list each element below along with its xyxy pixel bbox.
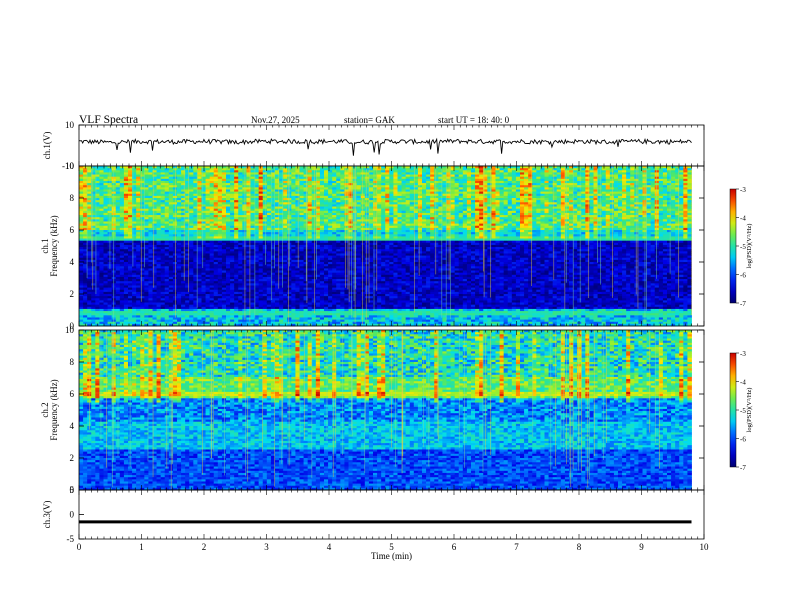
- ch1-colorbar-label: log(PSD)(V²/Hz): [746, 224, 753, 269]
- ch2-colorbar-tick-label: -3: [740, 350, 746, 358]
- ch1-wave-ytick-label: -10: [62, 161, 74, 171]
- ch2-ytick-label: 4: [70, 421, 75, 431]
- ch2-colorbar-tick-label: -5: [740, 407, 746, 415]
- ch2-cells: [79, 330, 692, 491]
- ch2-colorbar: [729, 352, 737, 468]
- xtick-label: 3: [264, 542, 269, 552]
- ch1-colorbar-tick-label: -6: [740, 272, 746, 280]
- ch2-colorbar-label: log(PSD)(V²/Hz): [746, 388, 753, 433]
- ch1-colorbar-tick-label: -5: [740, 243, 746, 251]
- ch2-ytick-label: 8: [70, 357, 75, 367]
- xtick-label: 6: [452, 542, 457, 552]
- ch1-colorbar-tick-label: -3: [740, 186, 746, 194]
- xtick-label: 7: [514, 542, 519, 552]
- ch1-colorbar-tick-label: -4: [740, 215, 746, 223]
- ch3-wave-ytick-label: -5: [67, 534, 75, 544]
- xtick-label: 1: [139, 542, 144, 552]
- xtick-label: 5: [389, 542, 394, 552]
- ch2-ytick-label: 10: [65, 325, 75, 335]
- ch2-channel-label: ch.2: [40, 402, 50, 417]
- ch1-ytick-label: 4: [70, 257, 75, 267]
- ch2-ylabel: Frequency (kHz): [49, 379, 59, 440]
- ch3-wave-frame: [78, 489, 705, 540]
- date-label: Nov.27, 2025: [251, 115, 300, 125]
- xtick-label: 0: [77, 542, 82, 552]
- station-label: station= GAK: [344, 115, 395, 125]
- ch3-wave-ytick-label: 5: [70, 485, 75, 495]
- ch1-colorbar-tick-label: -7: [740, 300, 746, 308]
- ch2-ytick-label: 0: [70, 485, 75, 495]
- ch2-ytick-label: 2: [70, 453, 75, 463]
- ch3-wave-ytick-label: 0: [70, 510, 75, 520]
- chart-title: VLF Spectra: [79, 114, 138, 126]
- ch1-ytick-label: 2: [70, 289, 75, 299]
- ch3-wave-ylabel: ch.3(V): [42, 501, 52, 529]
- x-axis-label: Time (min): [371, 551, 412, 561]
- ch1-ytick-label: 0: [70, 321, 75, 331]
- xtick-label: 4: [327, 542, 332, 552]
- xtick-label: 9: [639, 542, 644, 552]
- ch1-ylabel: Frequency (kHz): [49, 215, 59, 276]
- ch1-wave-ylabel: ch.1(V): [42, 132, 52, 160]
- ch1-wave-trace: [78, 137, 692, 156]
- ch2-colorbar-tick-label: -7: [740, 464, 746, 472]
- ch2-ytick-label: 6: [70, 389, 75, 399]
- ch1-wave-frame: [78, 124, 705, 167]
- ch1-wave-ytick-label: 10: [65, 120, 75, 130]
- ch1-ytick-label: 6: [70, 225, 75, 235]
- start-ut-label: start UT = 18: 40: 0: [438, 115, 509, 125]
- xtick-label: 2: [202, 542, 207, 552]
- ch2-colorbar-tick-label: -4: [740, 379, 746, 387]
- ch1-colorbar: [729, 188, 737, 304]
- xtick-label: 10: [700, 542, 710, 552]
- xtick-label: 8: [577, 542, 582, 552]
- ch1-ytick-label: 8: [70, 193, 75, 203]
- ch1-channel-label: ch.1: [40, 238, 50, 253]
- ch2-colorbar-tick-label: -6: [740, 436, 746, 444]
- ch1-cells: [79, 166, 692, 327]
- ch1-ytick-label: 10: [65, 161, 75, 171]
